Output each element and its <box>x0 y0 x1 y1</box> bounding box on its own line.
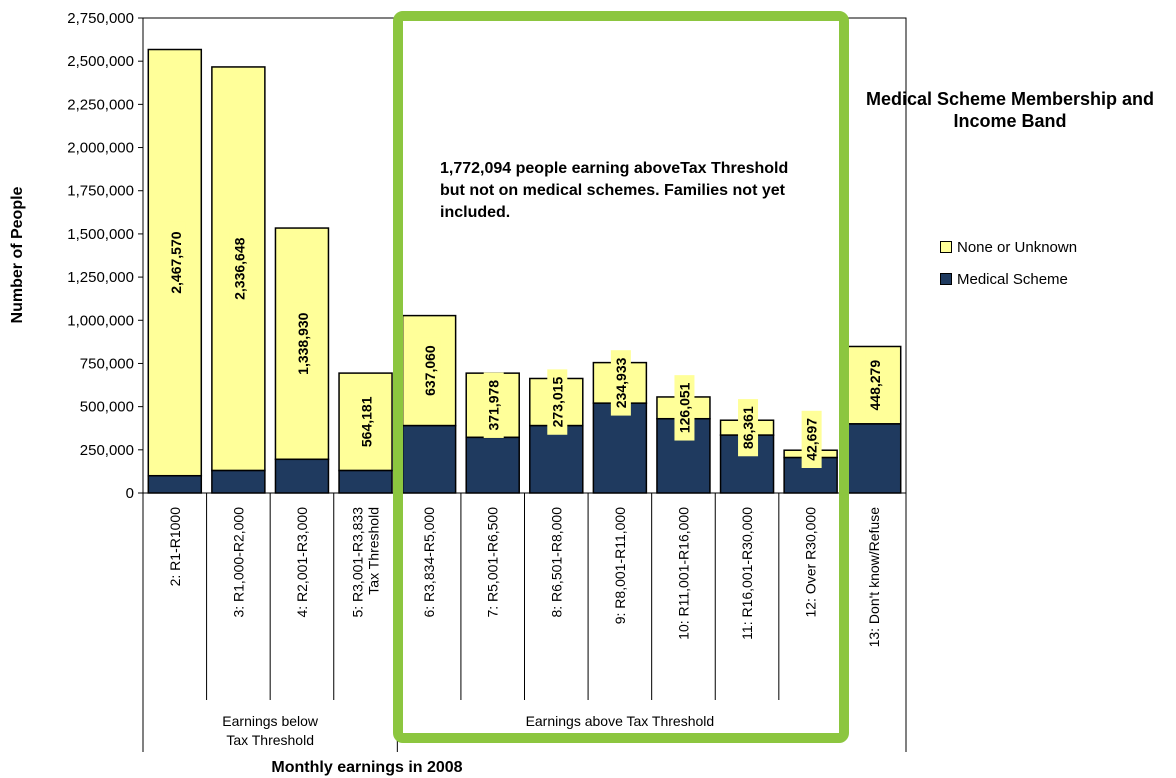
bar-medical-scheme <box>401 424 457 494</box>
legend-item-medical-scheme: Medical Scheme <box>940 268 1077 290</box>
data-label: 564,181 <box>359 396 375 447</box>
y-tick-label: 2,250,000 <box>67 96 134 113</box>
category-label: 13: Don't know/Refuse <box>866 507 882 648</box>
category-label: Tax Threshold <box>366 507 382 595</box>
data-label-bg <box>801 410 822 468</box>
legend-swatch-medical-scheme <box>940 273 952 285</box>
annotation-text: 1,772,094 people earning aboveTax Thresh… <box>440 160 789 221</box>
data-label: 42,697 <box>804 418 820 461</box>
bar-medical-scheme <box>465 436 520 494</box>
category-label: 8: R6,501-R8,000 <box>548 507 564 618</box>
data-label: 2,467,570 <box>168 231 184 293</box>
data-labels: 2,467,570 2,336,648 1,338,930 564,181 637,06… <box>165 221 886 468</box>
data-label-bg <box>356 389 377 455</box>
category-label: 5: R3,001-R3,833 <box>350 507 366 618</box>
y-tick-label: 500,000 <box>80 399 134 416</box>
data-label-bg <box>610 350 631 416</box>
data-label: 1,338,930 <box>295 312 311 374</box>
legend-swatch-none-or-unknown <box>940 241 952 253</box>
data-label: 371,978 <box>486 380 502 431</box>
legend-item-none-or-unknown: None or Unknown <box>940 236 1077 258</box>
bar-medical-scheme <box>529 424 584 494</box>
y-tick-label: 1,250,000 <box>67 269 134 286</box>
data-label-bg <box>674 375 695 441</box>
legend-label: None or Unknown <box>957 238 1078 256</box>
category-label: 6: R3,834-R5,000 <box>421 507 437 618</box>
y-tick-label: 1,750,000 <box>67 183 134 200</box>
bar-medical-scheme <box>147 474 203 494</box>
data-label: 273,015 <box>549 377 565 428</box>
y-tick-label: 1,500,000 <box>67 226 134 243</box>
category-label: 3: R1,000-R2,000 <box>230 507 246 618</box>
category-label: 9: R8,001-R11,000 <box>612 507 628 624</box>
bar-medical-scheme <box>338 469 393 494</box>
x-axis: 2: R1-R1000 3: R1,000-R2,000 4: R2,001-R3,… <box>142 493 907 752</box>
legend-label: Medical Scheme <box>957 270 1068 288</box>
category-label: 7: R5,001-R6,500 <box>485 507 501 618</box>
y-tick-label: 2,500,000 <box>67 53 134 70</box>
data-label-bg <box>738 399 759 457</box>
y-axis: 0 250,000 500,000 750,000 1,000,000 1,250,000… <box>67 10 143 502</box>
data-label: 234,933 <box>613 357 629 408</box>
highlight-frame <box>393 11 849 743</box>
group-label: Tax Threshold <box>226 732 314 748</box>
data-label-bg <box>547 369 568 435</box>
group-label: Earnings above Tax Threshold <box>526 713 715 729</box>
x-axis-title: Monthly earnings in 2008 <box>271 759 462 776</box>
legend: None or Unknown Medical Scheme <box>940 236 1077 300</box>
bars <box>147 48 902 494</box>
y-tick-label: 250,000 <box>80 442 134 459</box>
y-tick-label: 0 <box>126 485 134 502</box>
bar-medical-scheme <box>274 458 330 494</box>
data-label-bg <box>229 227 250 310</box>
bar-medical-scheme <box>211 469 266 494</box>
data-label-bg <box>483 372 504 438</box>
data-label: 2,336,648 <box>231 237 247 299</box>
data-label-bg <box>292 302 313 385</box>
y-tick-label: 750,000 <box>80 355 134 372</box>
y-axis-title: Number of People <box>9 186 26 323</box>
data-label: 126,051 <box>676 382 692 433</box>
data-label: 448,279 <box>867 360 883 411</box>
chart-title: Medical Scheme Membership and Income Ban… <box>865 89 1155 131</box>
data-label: 86,361 <box>740 406 756 449</box>
category-label: 4: R2,001-R3,000 <box>294 507 310 618</box>
category-label: 10: R11,001-R16,000 <box>675 507 691 640</box>
data-label-bg <box>420 337 441 404</box>
y-tick-label: 2,000,000 <box>67 140 134 157</box>
data-label-bg <box>865 352 886 418</box>
category-label: 12: Over R30,000 <box>803 507 819 618</box>
category-label: 11: R16,001-R30,000 <box>739 507 755 640</box>
data-label: 637,060 <box>422 345 438 396</box>
bar-medical-scheme <box>846 423 902 494</box>
y-tick-label: 1,000,000 <box>67 312 134 329</box>
bar-medical-scheme <box>592 402 648 494</box>
category-label: 2: R1-R1000 <box>167 507 183 587</box>
highlight-box <box>393 11 849 743</box>
group-label: Earnings below <box>222 713 319 729</box>
data-label-bg <box>165 221 186 304</box>
y-tick-label: 2,750,000 <box>67 10 134 27</box>
